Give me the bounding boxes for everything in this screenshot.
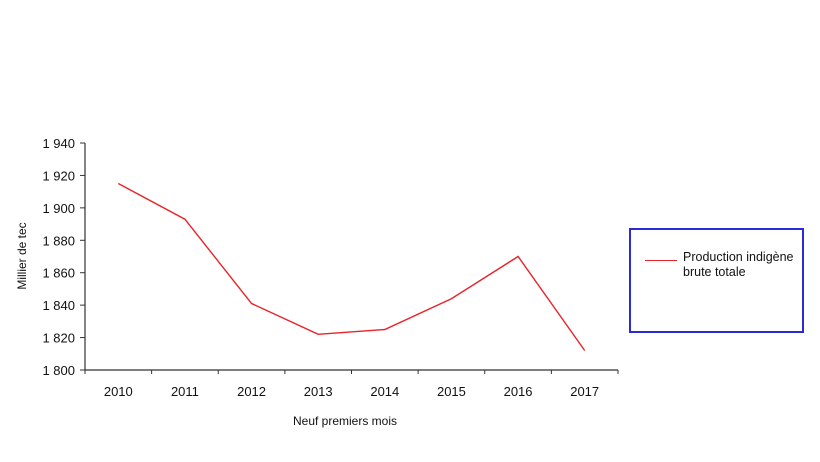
x-tick-label: 2010 xyxy=(104,384,133,399)
y-tick-label: 1 840 xyxy=(42,298,75,313)
y-tick-label: 1 820 xyxy=(42,331,75,346)
x-tick-label: 2011 xyxy=(171,384,199,399)
x-tick-label: 2014 xyxy=(370,384,399,399)
y-tick-label: 1 860 xyxy=(42,266,75,281)
y-tick-label: 1 800 xyxy=(42,363,75,378)
y-axis: 1 800 1 820 1 840 1 860 1 880 1 900 1 920 1 940 xyxy=(42,136,86,378)
y-tick-label: 1 920 xyxy=(42,168,75,183)
x-tick-label: 2012 xyxy=(237,384,266,399)
y-tick-label: 1 900 xyxy=(42,201,75,216)
series-line xyxy=(117,182,586,351)
legend-label: Production indigène brute totale xyxy=(683,250,794,279)
y-tick-label: 1 880 xyxy=(42,233,75,248)
legend: Production indigène brute totale xyxy=(629,228,804,333)
x-tick-label: 2016 xyxy=(504,384,533,399)
legend-line-swatch xyxy=(645,260,677,261)
y-tick-label: 1 940 xyxy=(42,136,75,151)
x-tick-label: 2013 xyxy=(304,384,333,399)
series-lines xyxy=(117,182,586,351)
x-axis: 2010 2011 2012 2013 2014 2015 2016 2017 xyxy=(84,369,619,399)
y-axis-title: Millier de tec xyxy=(15,222,29,289)
x-tick-label: 2017 xyxy=(570,384,599,399)
x-tick-label: 2015 xyxy=(437,384,466,399)
x-axis-title: Neuf premiers mois xyxy=(293,414,397,428)
